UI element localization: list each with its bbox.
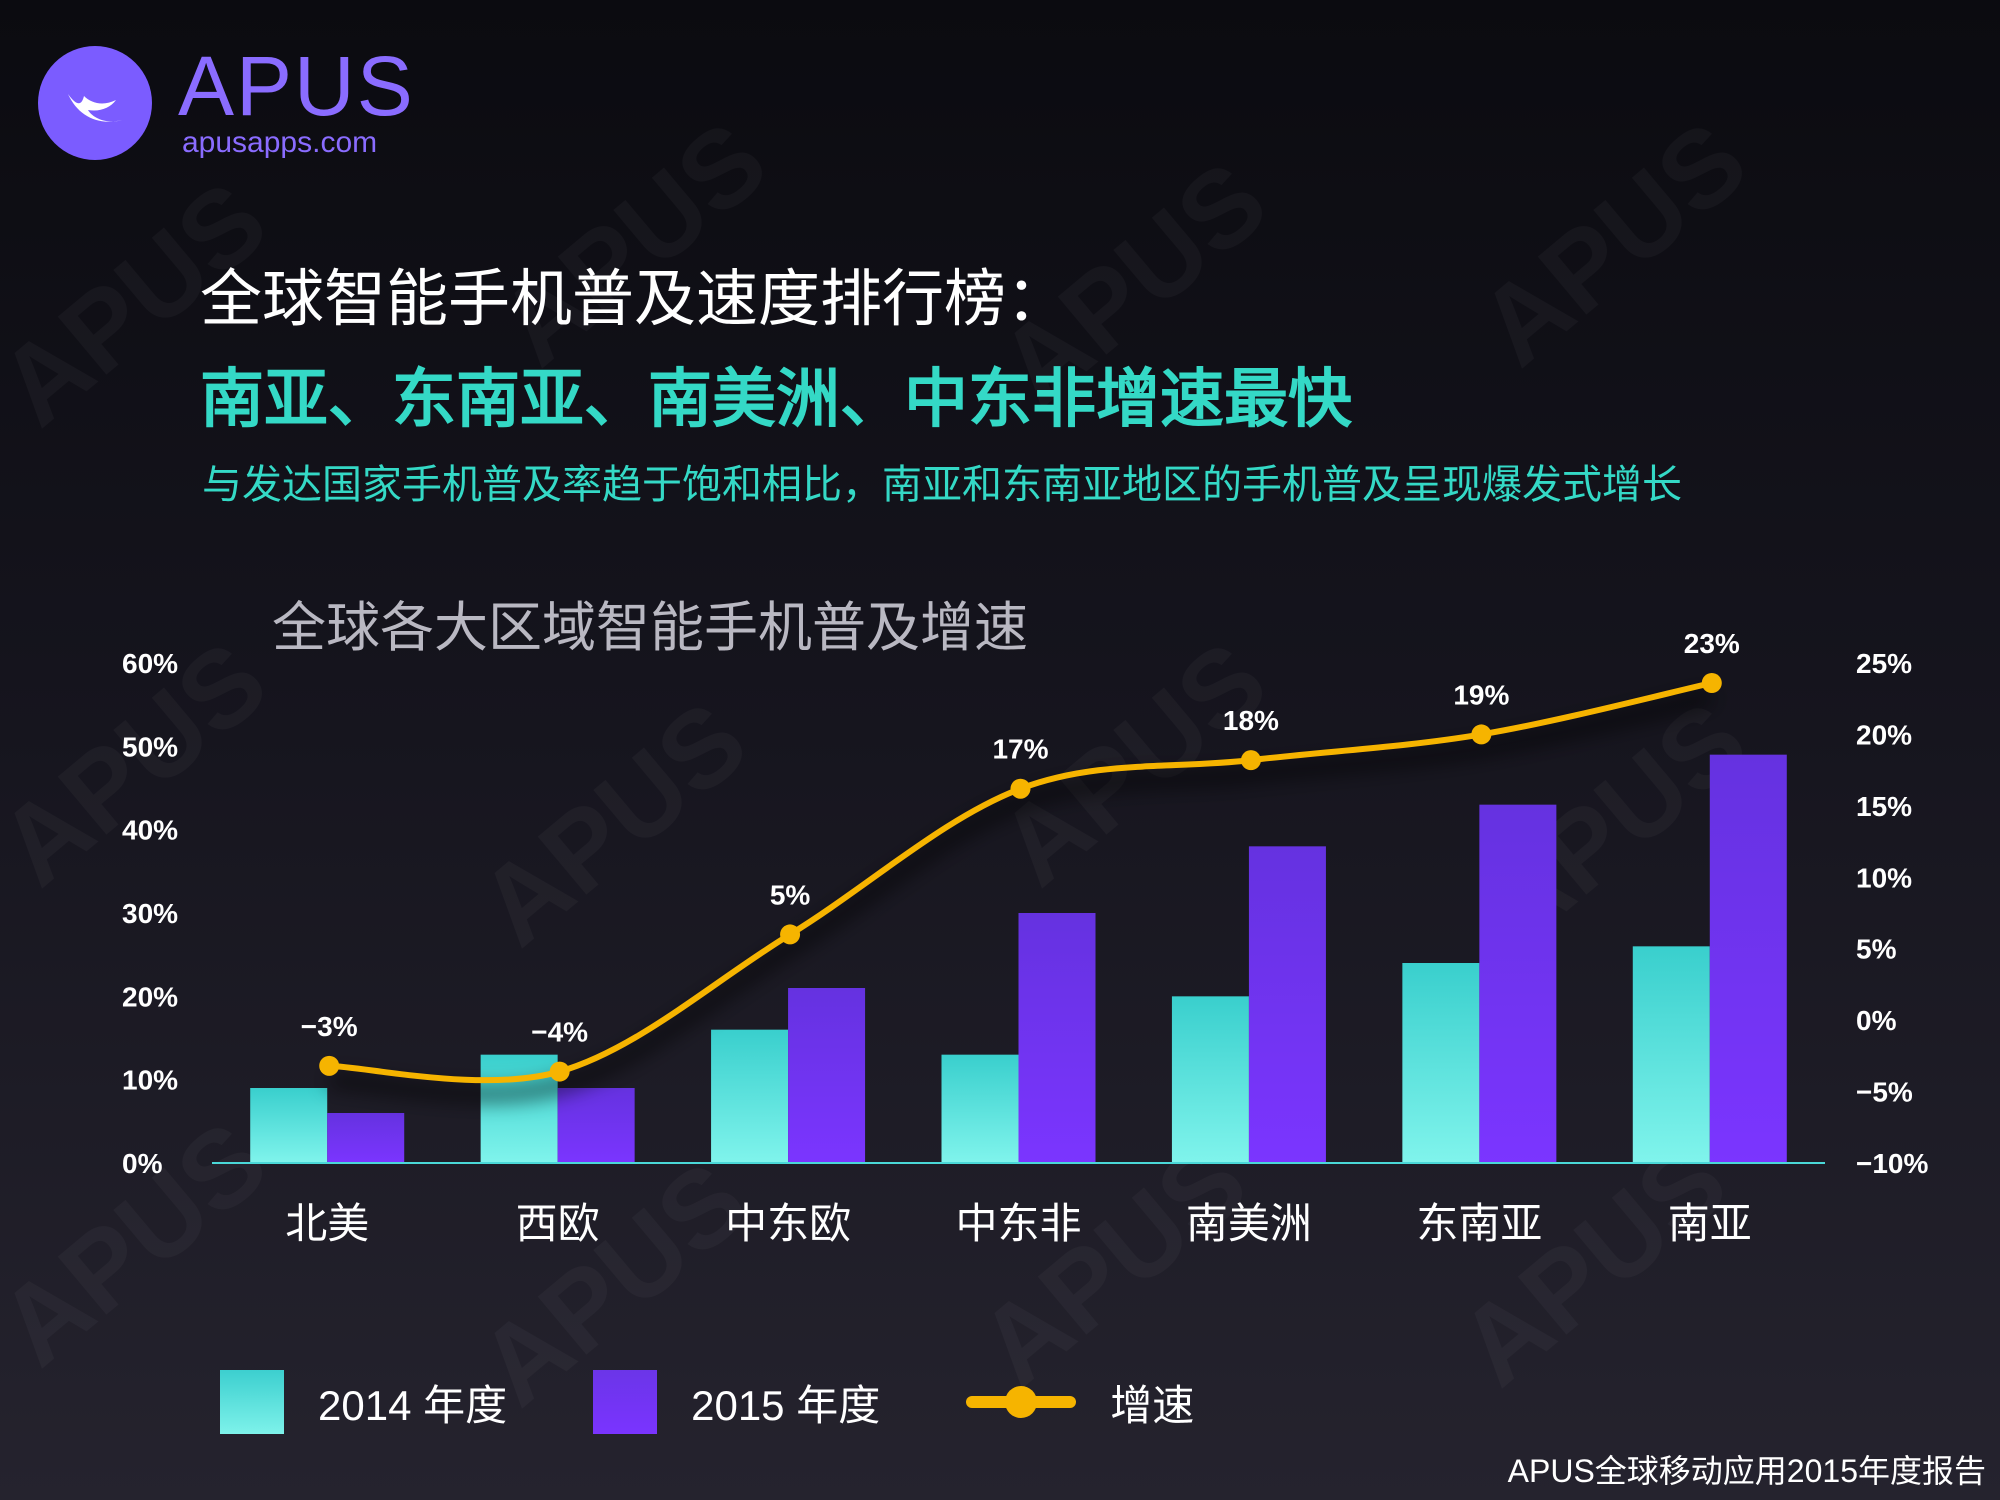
bar-2014 [1171, 996, 1249, 1163]
category-label: 东南亚 [1416, 1199, 1542, 1248]
growth-point [1471, 724, 1492, 745]
right-axis-tick-label: 0% [1856, 1005, 1897, 1036]
bar-2014 [1632, 946, 1710, 1163]
bar-2015 [557, 1088, 635, 1163]
growth-point-label: −4% [531, 1017, 588, 1048]
report-footer: APUS全球移动应用2015年度报告 [1507, 1453, 1986, 1489]
category-label: 西欧 [516, 1199, 600, 1248]
right-axis-tick-label: 20% [1856, 719, 1912, 750]
legend-label: 增速 [1110, 1381, 1195, 1429]
growth-point-label: 18% [1223, 705, 1279, 736]
brand-logo [38, 46, 152, 160]
legend-swatch-growth [966, 1370, 1077, 1434]
growth-point [1010, 778, 1031, 799]
swallow-icon [68, 94, 122, 122]
growth-point [1240, 750, 1261, 771]
left-axis-tick-label: 10% [122, 1065, 178, 1096]
growth-point [780, 924, 801, 945]
growth-point [549, 1061, 570, 1082]
page-title: 全球智能手机普及速度排行榜： [200, 262, 1069, 335]
legend-item-2015: 2015 年度 [593, 1370, 880, 1434]
growth-point-label: 5% [770, 879, 811, 910]
category-label: 中东欧 [725, 1199, 851, 1248]
brand-name: APUS [178, 39, 415, 133]
bar-2015 [1248, 846, 1326, 1163]
legend-item-2014: 2014 年度 [220, 1370, 507, 1434]
category-label: 南亚 [1668, 1199, 1752, 1248]
legend-label: 2015 年度 [691, 1381, 881, 1429]
page-headline: 南亚、东南亚、南美洲、中东非增速最快 [200, 363, 1352, 437]
growth-point [319, 1055, 340, 1076]
legend-label: 2014 年度 [318, 1381, 508, 1429]
chart-legend: 2014 年度 2015 年度 增速 [220, 1370, 1280, 1434]
growth-point-label: −3% [301, 1011, 358, 1042]
right-axis-tick-label: 25% [1856, 648, 1912, 679]
left-axis-tick-label: 40% [122, 815, 178, 846]
right-axis-tick-label: −5% [1856, 1077, 1913, 1108]
growth-point-label: 23% [1684, 628, 1740, 659]
left-axis-tick-label: 50% [122, 731, 178, 762]
left-axis-tick-label: 0% [122, 1148, 163, 1179]
growth-point-label: 19% [1453, 679, 1509, 710]
category-label: 北美 [285, 1199, 369, 1248]
right-axis-tick-label: 5% [1856, 934, 1897, 965]
right-axis-tick-label: 15% [1856, 791, 1912, 822]
bar-2015 [1479, 804, 1557, 1163]
bar-2014 [1402, 963, 1480, 1163]
left-axis-tick-label: 60% [122, 648, 178, 679]
category-label: 中东非 [955, 1199, 1081, 1248]
growth-chart: 全球各大区域智能手机普及增速 0% 10% 20% 30% 40% 50% 60% −10% −5… [122, 596, 1928, 1248]
legend-swatch-2014 [220, 1370, 284, 1434]
category-label: 南美洲 [1186, 1199, 1312, 1248]
right-axis-tick-label: 10% [1856, 862, 1912, 893]
right-axis-tick-label: −10% [1856, 1148, 1928, 1179]
bar-2015 [327, 1113, 405, 1163]
page-subtitle: 与发达国家手机普及率趋于饱和相比，南亚和东南亚地区的手机普及呈现爆发式增长 [202, 462, 1682, 508]
growth-point-label: 17% [992, 734, 1048, 765]
bar-2014 [711, 1029, 789, 1163]
legend-item-growth: 增速 [966, 1370, 1194, 1434]
bar-2014 [250, 1088, 328, 1163]
bar-2014 [480, 1054, 558, 1163]
bar-2015 [1709, 754, 1787, 1163]
bar-2015 [788, 988, 866, 1163]
brand-url: apusapps.com [182, 126, 378, 159]
legend-swatch-2015 [593, 1370, 658, 1434]
bar-2015 [1018, 913, 1096, 1163]
left-axis-tick-label: 20% [122, 981, 178, 1012]
left-axis-tick-label: 30% [122, 898, 178, 929]
chart-title: 全球各大区域智能手机普及增速 [272, 596, 1028, 659]
growth-point [1701, 673, 1722, 693]
growth-line-shadow [328, 690, 1714, 1102]
bar-2014 [941, 1054, 1019, 1163]
